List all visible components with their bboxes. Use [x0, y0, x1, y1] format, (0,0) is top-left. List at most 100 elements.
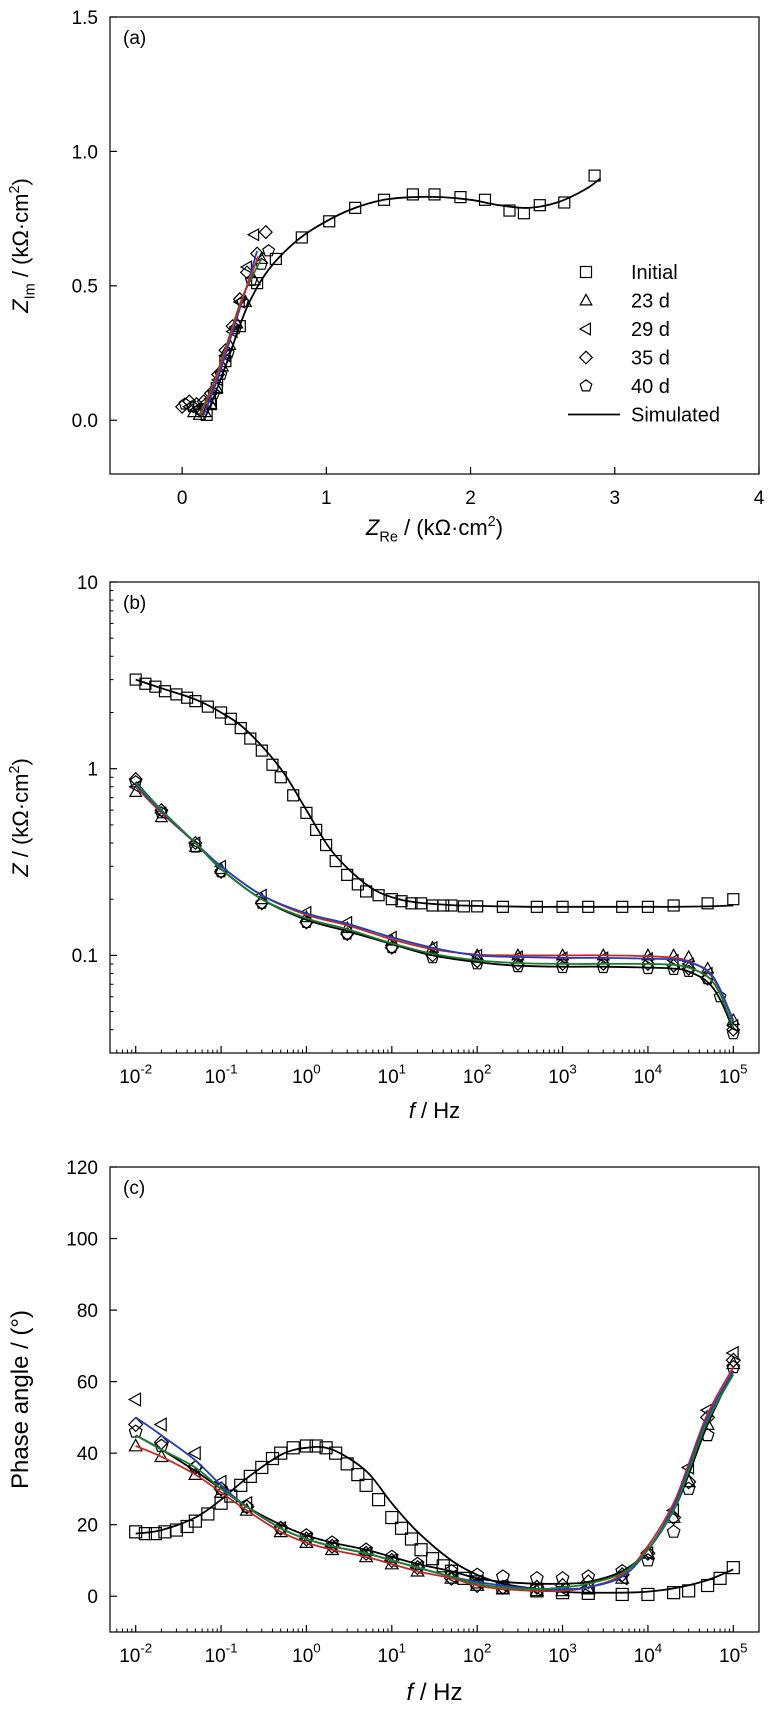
plot-area [127, 1345, 742, 1602]
data-point [701, 897, 714, 910]
y-axis-label: Phase angle / (°) [7, 1310, 34, 1489]
legend-marker [578, 350, 594, 365]
data-point [384, 1549, 399, 1563]
data-point [266, 758, 279, 771]
fit-line [135, 1366, 735, 1593]
x-tick-label: 100 [292, 1062, 321, 1089]
legend-label: 35 d [631, 348, 670, 370]
plot-area [128, 673, 741, 1040]
fit-line [135, 782, 735, 1029]
data-point [667, 899, 680, 912]
series-initial [129, 1439, 740, 1602]
data-point [410, 1556, 425, 1571]
plot-frame [109, 16, 760, 475]
x-axis-label: f / Hz [406, 1679, 462, 1706]
data-point [188, 836, 201, 850]
data-point [725, 1345, 739, 1361]
data-point [128, 1424, 143, 1438]
data-point [187, 1445, 201, 1461]
panel-b: 10-2 10-1 100 101 102 103 104 105 0.1 1 10 (b) f / H… [7, 573, 760, 1123]
data-point [360, 885, 373, 898]
x-tick-label: 0 [177, 488, 188, 509]
data-point [454, 191, 467, 204]
y-tick-label: 0.1 [72, 946, 98, 967]
data-point [727, 893, 740, 906]
data-point [128, 1438, 144, 1452]
y-tick-label: 80 [77, 1301, 98, 1322]
data-point [588, 169, 601, 182]
data-point [405, 897, 418, 910]
series-40-d [178, 244, 276, 415]
data-point [246, 227, 260, 242]
data-point [185, 399, 199, 413]
data-point [300, 806, 313, 819]
x-axis-label: f / Hz [409, 1098, 460, 1123]
data-point [667, 1586, 681, 1600]
data-point [169, 1523, 184, 1537]
plot-frame [109, 581, 760, 1054]
data-point [371, 1493, 386, 1507]
y-tick-label: 100 [66, 1229, 98, 1250]
data-point [394, 1521, 409, 1535]
data-point [127, 1416, 144, 1433]
legend-label: 40 d [631, 376, 670, 398]
panel-label: (a) [123, 28, 146, 49]
series-29-d [182, 227, 260, 417]
legend-marker [579, 293, 593, 306]
legend-marker [578, 322, 592, 336]
data-point [640, 1545, 656, 1562]
data-point [323, 215, 336, 228]
y-tick-label: 120 [66, 1158, 98, 1179]
data-point [129, 673, 142, 686]
x-tick-label: 101 [378, 1641, 407, 1668]
x-tick-label: 101 [378, 1062, 407, 1089]
data-point [178, 397, 192, 410]
y-tick-label: 0.5 [72, 277, 98, 298]
data-point [517, 207, 531, 220]
data-point [201, 700, 214, 713]
data-point [224, 712, 237, 725]
data-point [148, 1527, 162, 1541]
fit-line [135, 1374, 735, 1591]
plot-frame [109, 1166, 760, 1633]
y-tick-label: 20 [77, 1516, 98, 1537]
x-tick-label: 102 [463, 1062, 492, 1089]
data-point [154, 806, 168, 819]
data-point [149, 680, 162, 693]
x-tick-label: 3 [609, 488, 620, 509]
data-point [510, 956, 526, 972]
legend-label: Initial [631, 262, 678, 284]
panel-a: 0 1 2 3 4 0.0 0.5 1.0 1.5 (a) ZRe / (kΩ·cm2) ZIm / … [7, 8, 765, 546]
data-point [188, 840, 202, 853]
x-tick-label: 105 [719, 1062, 748, 1089]
y-tick-label: 60 [77, 1372, 98, 1393]
data-point [129, 1525, 143, 1539]
data-point [596, 960, 610, 974]
legend-marker [579, 379, 593, 392]
data-point [359, 1542, 374, 1556]
x-tick-label: 10-1 [205, 1062, 238, 1089]
data-point [529, 1579, 545, 1596]
data-point [127, 1392, 142, 1407]
x-tick-label: 103 [548, 1062, 577, 1089]
data-point [414, 1543, 428, 1557]
x-tick-label: 2 [465, 488, 476, 509]
data-point [244, 273, 258, 286]
data-point [359, 1478, 373, 1492]
data-point [320, 838, 333, 852]
data-point [555, 956, 570, 972]
panel-label: (c) [123, 1178, 145, 1199]
y-axis-label: ZIm / (kΩ·cm2) [7, 178, 38, 314]
data-point [667, 962, 681, 976]
data-point [641, 961, 655, 975]
fit-line [135, 1446, 734, 1594]
data-point [262, 244, 276, 257]
x-tick-label: 102 [463, 1641, 492, 1668]
data-point [265, 1451, 280, 1466]
data-point [713, 990, 727, 1003]
plot-area [174, 169, 601, 421]
data-point [349, 201, 362, 214]
x-tick-label: 104 [634, 1062, 663, 1089]
fit-line [135, 784, 735, 1023]
